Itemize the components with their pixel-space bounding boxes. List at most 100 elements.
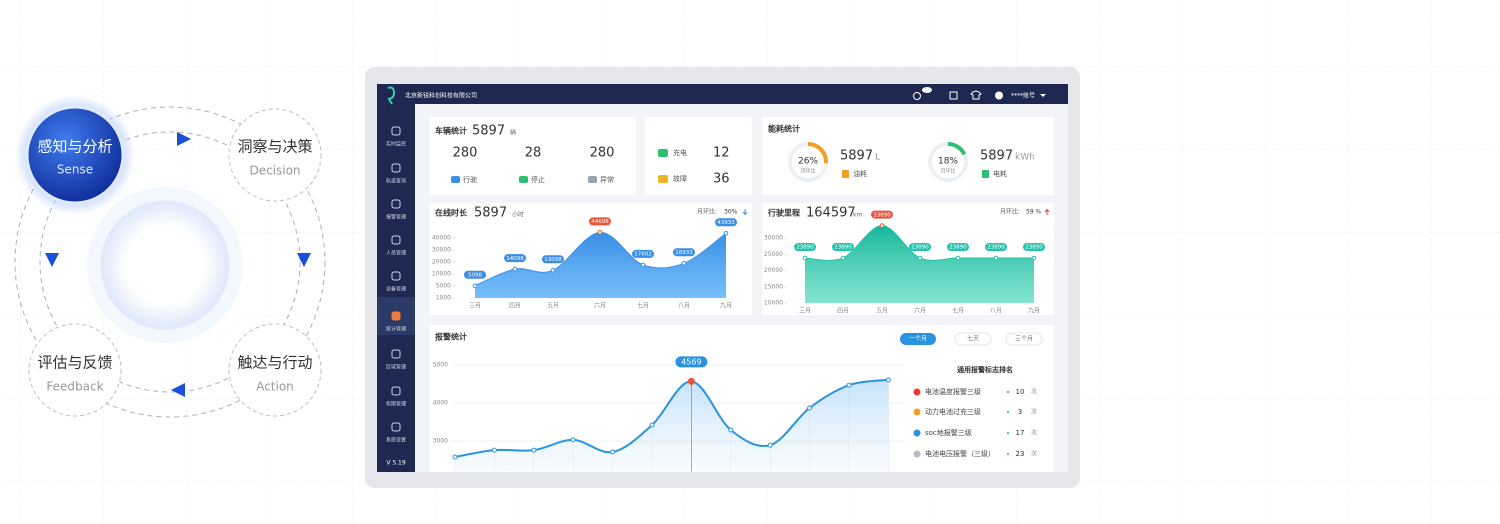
- point: [993, 255, 999, 261]
- rank-name: 电池电压报警（三级）: [925, 449, 995, 458]
- point: [597, 230, 603, 235]
- ring-arc: [788, 142, 828, 182]
- area: [805, 225, 1034, 303]
- node-subtitle: Decision: [249, 164, 300, 178]
- unit: 辆: [510, 129, 516, 137]
- area: [455, 379, 889, 472]
- point[interactable]: [846, 382, 852, 388]
- y-tick-label: 10000: [764, 300, 783, 307]
- tab-label[interactable]: 三个月: [1015, 336, 1033, 343]
- value-label: 44698: [591, 219, 609, 225]
- rank-icon: [913, 388, 921, 396]
- point: [1031, 255, 1037, 261]
- point[interactable]: [570, 437, 576, 443]
- stat-icon: [658, 175, 668, 183]
- menu-item[interactable]: 权限管理: [386, 401, 406, 408]
- stat-value: 280: [453, 146, 478, 161]
- value-label: 43933: [717, 220, 735, 226]
- value-bubble: [715, 218, 737, 227]
- point[interactable]: [728, 427, 734, 433]
- menu-icon[interactable]: [391, 235, 401, 245]
- rank-icon: [913, 429, 921, 437]
- y-tick-label: 4000: [433, 400, 448, 407]
- card-title: 在线时长: [435, 208, 468, 218]
- value-label: 23890: [796, 245, 814, 251]
- menu-item[interactable]: 统计管理: [386, 326, 406, 333]
- icon[interactable]: [949, 91, 958, 100]
- account[interactable]: ****账号: [1011, 92, 1035, 100]
- menu-icon[interactable]: [391, 199, 401, 209]
- rank-icon: [913, 450, 921, 458]
- ring-arc: [928, 142, 968, 182]
- x-tick-label: 五月: [547, 303, 559, 310]
- ranking-panel: [910, 355, 1050, 470]
- company-name: 北京新锐科创科技有限公司: [405, 92, 477, 100]
- value-label: 5098: [468, 272, 482, 278]
- value-label: 23890: [987, 245, 1005, 251]
- x-tick-label: 七月: [952, 307, 964, 315]
- point[interactable]: [531, 447, 537, 453]
- tab[interactable]: [954, 332, 992, 346]
- menu-icon[interactable]: [391, 311, 401, 321]
- tab-label[interactable]: 一个月: [909, 336, 927, 343]
- point[interactable]: [767, 442, 773, 448]
- bell-icon[interactable]: [913, 92, 921, 100]
- cycle-diagram: 感知与分析 Sense 洞察与决策 Decision 触达与行动 Action …: [14, 95, 326, 418]
- menu-item[interactable]: 区域管理: [386, 364, 406, 371]
- node: [228, 323, 322, 417]
- ring-label: 18%: [938, 157, 958, 167]
- rank-unit: 次: [1031, 388, 1037, 396]
- menu-icon[interactable]: [391, 386, 401, 396]
- menu-item[interactable]: 人员管理: [386, 250, 406, 257]
- point[interactable]: [885, 377, 891, 383]
- value-label: 18933: [675, 250, 693, 256]
- logo: [387, 86, 396, 105]
- stat-value: 36: [713, 172, 730, 187]
- value-bubble: [673, 248, 695, 257]
- tab[interactable]: [900, 333, 936, 345]
- value-bubble: [464, 270, 486, 279]
- x-tick-label: 九月: [1028, 307, 1040, 315]
- top-bar: [377, 84, 1068, 104]
- card: [430, 117, 636, 195]
- energy-unit: L: [875, 153, 880, 163]
- mom-value: 30%: [724, 209, 738, 216]
- point[interactable]: [687, 377, 695, 385]
- rank-count: 3: [1018, 408, 1022, 416]
- y-tick-label: 25000: [764, 251, 783, 258]
- avatar[interactable]: [995, 91, 1003, 100]
- value-bubble: [985, 242, 1007, 251]
- point[interactable]: [649, 422, 655, 428]
- menu-icon[interactable]: [391, 349, 401, 359]
- value-label: 23890: [834, 245, 852, 251]
- point[interactable]: [491, 447, 497, 453]
- menu-icon[interactable]: [391, 422, 401, 432]
- menu-item[interactable]: 实时监控: [386, 141, 406, 148]
- menu-icon[interactable]: [391, 271, 401, 281]
- menu-item[interactable]: 轨迹查询: [386, 178, 406, 185]
- x-tick-label: 八月: [990, 308, 1002, 315]
- icon[interactable]: [970, 90, 982, 100]
- point[interactable]: [807, 405, 813, 411]
- y-tick-label: 30000: [764, 235, 783, 242]
- node-subtitle: Feedback: [46, 380, 103, 394]
- value-bubble: [832, 242, 854, 251]
- x-tick-label: 五月: [876, 308, 888, 315]
- energy-icon: [982, 170, 989, 178]
- tab[interactable]: [1005, 332, 1043, 346]
- menu-icon[interactable]: [391, 126, 401, 136]
- menu-icon[interactable]: [391, 163, 401, 173]
- stat-value: 12: [713, 146, 730, 161]
- dropdown[interactable]: [1040, 94, 1046, 97]
- x-tick-label: 八月: [678, 303, 690, 310]
- ring-caption: 月环比: [800, 168, 815, 175]
- value-bubble: [909, 242, 931, 251]
- point: [472, 283, 478, 289]
- menu-item[interactable]: 报警管理: [386, 214, 406, 221]
- menu-item[interactable]: 系统设置: [386, 437, 406, 444]
- point[interactable]: [452, 454, 458, 460]
- point: [723, 230, 729, 236]
- point[interactable]: [610, 449, 616, 455]
- menu-item[interactable]: 设备管理: [386, 286, 406, 293]
- tab-label[interactable]: 七天: [967, 335, 979, 343]
